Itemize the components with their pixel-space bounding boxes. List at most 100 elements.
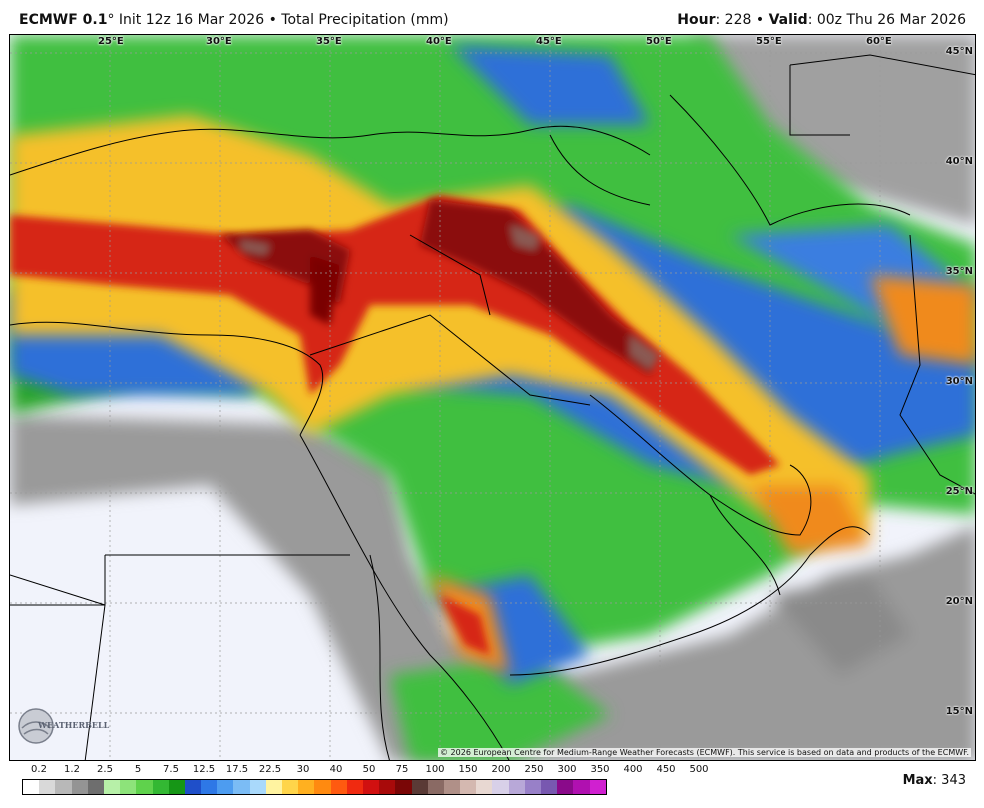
legend-label: 22.5 bbox=[258, 764, 282, 775]
legend-swatch bbox=[460, 780, 477, 794]
legend-swatch bbox=[508, 780, 525, 794]
legend-label: 40 bbox=[329, 764, 343, 775]
legend-label: 7.5 bbox=[163, 764, 179, 775]
lat-label: 25°N bbox=[945, 486, 973, 497]
weatherbell-logo: WEATHERBELL bbox=[16, 706, 109, 746]
separator-2: • bbox=[755, 12, 765, 28]
legend-label: 75 bbox=[395, 764, 409, 775]
valid-value: : 00z Thu 26 Mar 2026 bbox=[807, 12, 966, 28]
legend-label: 30 bbox=[296, 764, 310, 775]
copyright-notice: © 2026 European Centre for Medium-Range … bbox=[438, 748, 971, 757]
legend-swatch bbox=[443, 780, 461, 794]
legend-swatch bbox=[233, 780, 250, 794]
legend-swatch bbox=[39, 780, 56, 794]
lon-label: 60°E bbox=[866, 36, 892, 47]
init-time: Init 12z 16 Mar 2026 bbox=[118, 12, 265, 28]
legend-swatch bbox=[201, 780, 218, 794]
legend-swatch bbox=[120, 780, 137, 794]
legend-swatch bbox=[427, 780, 444, 794]
lat-label: 20°N bbox=[945, 596, 973, 607]
lon-label: 30°E bbox=[206, 36, 232, 47]
separator: • bbox=[268, 12, 277, 28]
legend-swatch bbox=[184, 780, 202, 794]
legend-label: 400 bbox=[623, 764, 643, 775]
legend-label: 100 bbox=[425, 764, 445, 775]
legend-swatch bbox=[298, 780, 315, 794]
max-number: : 343 bbox=[932, 773, 966, 788]
valid-label: Valid bbox=[768, 12, 808, 28]
legend-color-bar bbox=[22, 779, 607, 795]
lat-label: 40°N bbox=[945, 156, 973, 167]
gray-precip-layer bbox=[10, 35, 975, 760]
model-name: ECMWF 0.1 bbox=[19, 12, 108, 28]
globe-icon bbox=[18, 708, 54, 744]
max-value: Max: 343 bbox=[903, 773, 966, 788]
lon-label: 55°E bbox=[756, 36, 782, 47]
legend-swatch bbox=[379, 780, 396, 794]
legend-label: 350 bbox=[590, 764, 610, 775]
lat-label: 45°N bbox=[945, 46, 973, 57]
legend-label: 2.5 bbox=[97, 764, 113, 775]
lon-label: 35°E bbox=[316, 36, 342, 47]
legend-label: 150 bbox=[458, 764, 478, 775]
legend-swatch bbox=[71, 780, 88, 794]
legend-swatch bbox=[411, 780, 428, 794]
precip-legend: 0.2 1.2 2.5 5 7.5 12.5 17.5 22.5 30 40 50 75 100 150 2… bbox=[22, 764, 709, 795]
legend-swatch bbox=[346, 780, 363, 794]
lon-label: 45°E bbox=[536, 36, 562, 47]
darkred-precip-layer bbox=[220, 200, 660, 375]
red-precip-layer bbox=[10, 195, 780, 655]
coastlines bbox=[10, 54, 975, 760]
legend-label: 17.5 bbox=[225, 764, 249, 775]
legend-swatch bbox=[249, 780, 266, 794]
degree-symbol: ° bbox=[107, 12, 115, 28]
header-title: ECMWF 0.1° Init 12z 16 Mar 2026 • Total … bbox=[19, 12, 449, 28]
legend-swatch bbox=[362, 780, 380, 794]
legend-label: 250 bbox=[524, 764, 544, 775]
legend-swatch bbox=[168, 780, 185, 794]
legend-swatch bbox=[55, 780, 72, 794]
legend-swatch bbox=[557, 780, 574, 794]
legend-swatch bbox=[395, 780, 412, 794]
legend-swatch bbox=[476, 780, 493, 794]
header-valid: Hour: 228 • Valid: 00z Thu 26 Mar 2026 bbox=[677, 12, 966, 28]
header: ECMWF 0.1° Init 12z 16 Mar 2026 • Total … bbox=[0, 0, 984, 34]
legend-label: 300 bbox=[557, 764, 577, 775]
lat-label: 15°N bbox=[945, 706, 973, 717]
graticule bbox=[10, 35, 975, 760]
legend-swatch bbox=[492, 780, 509, 794]
legend-swatch bbox=[217, 780, 234, 794]
legend-swatch bbox=[524, 780, 541, 794]
legend-swatch bbox=[314, 780, 331, 794]
legend-swatch bbox=[573, 780, 590, 794]
legend-swatch bbox=[103, 780, 121, 794]
legend-swatch bbox=[152, 780, 169, 794]
legend-swatch bbox=[265, 780, 282, 794]
legend-label: 1.2 bbox=[64, 764, 80, 775]
hour-value: : 228 bbox=[715, 12, 752, 28]
legend-swatch bbox=[136, 780, 153, 794]
logo-text: WEATHERBELL bbox=[38, 720, 110, 730]
legend-swatch bbox=[589, 780, 606, 794]
hour-label: Hour bbox=[677, 12, 716, 28]
legend-label: 450 bbox=[656, 764, 676, 775]
legend-swatch bbox=[541, 780, 558, 794]
lon-label: 40°E bbox=[426, 36, 452, 47]
precipitation-map[interactable]: 25°E 30°E 35°E 40°E 45°E 50°E 55°E 60°E 45°N 40°… bbox=[9, 34, 976, 761]
legend-swatch bbox=[330, 780, 347, 794]
lon-label: 25°E bbox=[98, 36, 124, 47]
lon-label: 50°E bbox=[646, 36, 672, 47]
legend-swatch bbox=[282, 780, 299, 794]
legend-label: 0.2 bbox=[31, 764, 47, 775]
product-name: Total Precipitation (mm) bbox=[281, 12, 449, 28]
legend-label: 12.5 bbox=[192, 764, 216, 775]
legend-label: 5 bbox=[134, 764, 142, 775]
lat-label: 30°N bbox=[945, 376, 973, 387]
lat-label: 35°N bbox=[945, 266, 973, 277]
legend-label: 500 bbox=[689, 764, 709, 775]
legend-label: 50 bbox=[362, 764, 376, 775]
legend-swatch bbox=[23, 780, 40, 794]
legend-label: 200 bbox=[491, 764, 511, 775]
legend-swatch bbox=[87, 780, 104, 794]
map-canvas bbox=[10, 35, 975, 760]
